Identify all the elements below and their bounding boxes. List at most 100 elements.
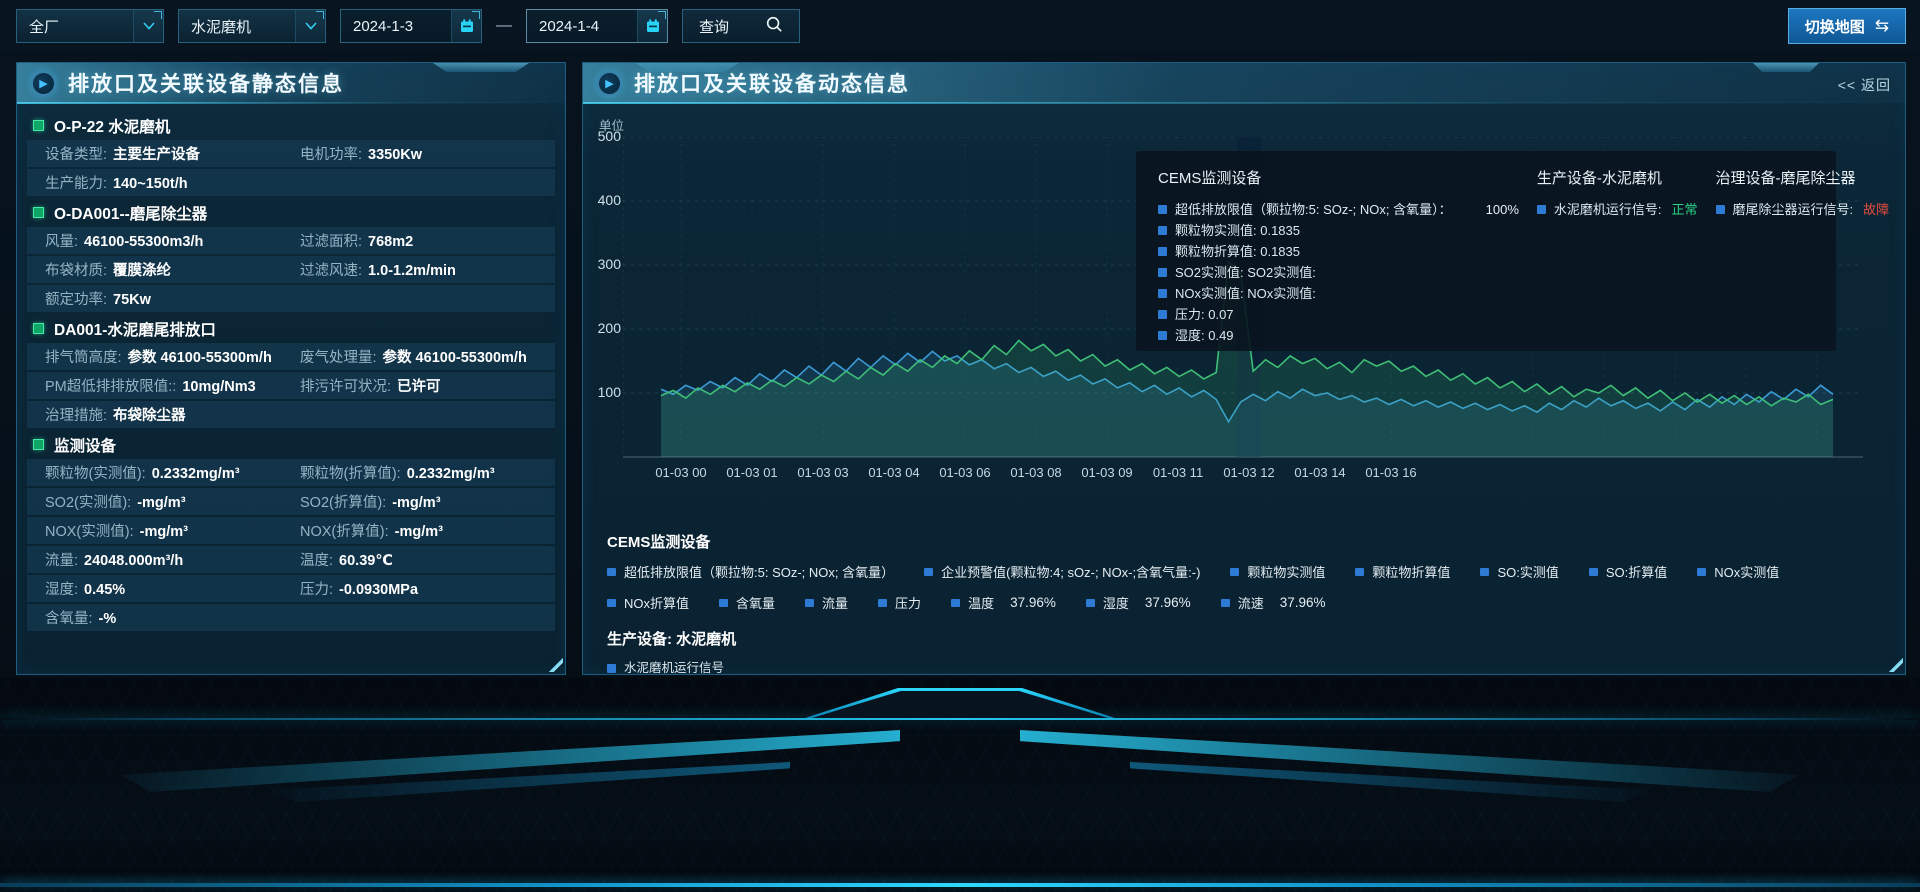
field-label: 排污许可状况: bbox=[300, 379, 392, 395]
legend-item-label: 压力 bbox=[895, 596, 922, 611]
section-header: DA001-水泥磨尾排放口 bbox=[27, 314, 555, 343]
info-cell: 湿度: 0.45% bbox=[45, 578, 300, 599]
field-value: -mg/m³ bbox=[139, 524, 188, 540]
x-tick-label: 01-03 09 bbox=[1081, 465, 1133, 480]
legend-item[interactable]: 含氧量 bbox=[719, 593, 775, 612]
legend-item[interactable]: 压力 bbox=[878, 593, 921, 612]
legend-marker-icon bbox=[1085, 598, 1095, 607]
green-square-icon bbox=[33, 120, 44, 131]
start-date-input[interactable]: 2024-1-3 bbox=[340, 9, 482, 43]
dynamic-panel-title: 排放口及关联设备动态信息 bbox=[634, 73, 910, 96]
legend-item-label: 流量 bbox=[822, 596, 849, 611]
y-axis-unit-label: 单位 bbox=[599, 119, 625, 133]
back-link[interactable]: << 返回 bbox=[1837, 77, 1891, 93]
info-row: NOX(实测值): -mg/m³ NOX(折算值): -mg/m³ bbox=[27, 517, 555, 544]
field-value: 0.2332mg/m³ bbox=[151, 466, 240, 482]
signal-item[interactable]: 水泥磨机运行信号 bbox=[607, 658, 1885, 679]
legend-item[interactable]: 流量 bbox=[805, 593, 848, 612]
legend-item-label: 温度 bbox=[968, 596, 995, 611]
query-button[interactable]: 查询 bbox=[682, 9, 800, 43]
plant-select-value: 全厂 bbox=[29, 18, 60, 36]
tooltip-column: 治理设备-磨尾除尘器 磨尾除尘器运行信号: 故障 bbox=[1715, 167, 1889, 341]
chevron-down-icon[interactable] bbox=[295, 10, 325, 42]
field-value: -mg/m³ bbox=[394, 524, 443, 540]
legend-item-value: 37.96% bbox=[1144, 595, 1191, 610]
legend-marker-icon bbox=[951, 598, 961, 607]
series-area-颗粒物实测值 bbox=[661, 351, 1833, 457]
legend-item[interactable]: 颗粒物实测值 bbox=[1230, 562, 1325, 581]
green-square-icon bbox=[33, 323, 44, 334]
legend-item-value: 37.96% bbox=[1279, 595, 1326, 610]
info-row: 颗粒物(实测值): 0.2332mg/m³ 颗粒物(折算值): 0.2332mg/m³ bbox=[27, 459, 555, 486]
legend-item[interactable]: 企业预警值(颗粒物:4; sOz-; NOx-;含氧气量:-) bbox=[924, 562, 1200, 581]
info-cell: 布袋材质: 覆膜涤纶 bbox=[45, 259, 300, 280]
plant-select[interactable]: 全厂 bbox=[16, 9, 164, 43]
info-cell: 治理措施: 布袋除尘器 bbox=[45, 404, 555, 425]
legend-item-label: NOx实测值 bbox=[1714, 565, 1780, 580]
y-tick-label: 300 bbox=[597, 256, 621, 272]
info-cell: 设备类型: 主要生产设备 bbox=[45, 143, 300, 164]
switch-map-label: 切换地图 bbox=[1804, 18, 1865, 36]
field-label: 湿度: bbox=[45, 582, 79, 598]
legend-item[interactable]: NOx实测值 bbox=[1697, 562, 1779, 581]
info-row: 排气筒高度: 参数 46100-55300m/h 废气处理量: 参数 46100-55… bbox=[27, 343, 555, 370]
calendar-icon[interactable] bbox=[451, 10, 481, 42]
legend-item[interactable]: 颗粒物折算值 bbox=[1355, 562, 1450, 581]
device-select[interactable]: 水泥磨机 bbox=[178, 9, 326, 43]
tooltip-item: 颗粒物实测值: 0.1835 bbox=[1158, 220, 1519, 241]
calendar-icon[interactable] bbox=[637, 10, 667, 42]
tooltip-item-text: 磨尾除尘器运行信号: bbox=[1732, 202, 1854, 217]
topbar: 全厂 水泥磨机 2024-1-3 — 2024-1-4 查询 bbox=[0, 0, 1920, 52]
info-cell: 风量: 46100-55300m3/h bbox=[45, 230, 300, 251]
tooltip-column: CEMS监测设备 超低排放限值（颗拉物:5: SOz-; NOx; 含氧量）： 10… bbox=[1158, 167, 1519, 343]
info-cell: 过滤风速: 1.0-1.2m/min bbox=[300, 259, 555, 280]
end-date-input[interactable]: 2024-1-4 bbox=[526, 9, 668, 43]
legend-marker-icon bbox=[1158, 268, 1167, 277]
legend-item[interactable]: 超低排放限值（颗拉物:5: SOz-; NOx; 含氧量） bbox=[607, 562, 894, 581]
field-value: 140~150t/h bbox=[113, 176, 188, 192]
tooltip-item: 颗粒物折算值: 0.1835 bbox=[1158, 241, 1519, 262]
tooltip-item: 磨尾除尘器运行信号: 故障 bbox=[1715, 199, 1889, 220]
field-value: 参数 46100-55300m/h bbox=[382, 350, 527, 366]
field-label: NOX(折算值): bbox=[300, 524, 389, 540]
legend-marker-icon bbox=[924, 567, 934, 576]
info-cell: 排污许可状况: 已许可 bbox=[300, 375, 555, 396]
info-cell: 温度: 60.39℃ bbox=[300, 549, 555, 570]
tooltip-item-value: 100% bbox=[1485, 202, 1519, 217]
info-cell: 颗粒物(实测值): 0.2332mg/m³ bbox=[45, 462, 300, 483]
legend-item-label: NOx折算值 bbox=[624, 596, 690, 611]
field-label: 治理措施: bbox=[45, 408, 108, 424]
section-title: O-DA001--磨尾除尘器 bbox=[54, 205, 208, 223]
legend-item[interactable]: SO:折算值 bbox=[1588, 562, 1668, 581]
section-header: 监测设备 bbox=[27, 430, 555, 459]
legend-item-label: 企业预警值(颗粒物:4; sOz-; NOx-;含氧气量:-) bbox=[941, 565, 1201, 580]
legend-item-label: SO:折算值 bbox=[1605, 565, 1668, 580]
field-label: 额定功率: bbox=[45, 292, 108, 308]
switch-arrows-icon: ⇆ bbox=[1874, 16, 1889, 35]
legend-item[interactable]: 湿度 37.96% bbox=[1085, 593, 1191, 612]
field-label: 流量: bbox=[45, 553, 79, 569]
chevron-down-icon[interactable] bbox=[133, 10, 163, 42]
info-cell: SO2(折算值): -mg/m³ bbox=[300, 491, 555, 512]
legend-item[interactable]: 温度 37.96% bbox=[951, 593, 1056, 612]
legend-marker-icon bbox=[607, 598, 616, 607]
info-row: 布袋材质: 覆膜涤纶 过滤风速: 1.0-1.2m/min bbox=[27, 256, 555, 283]
legend-item[interactable]: SO:实测值 bbox=[1480, 562, 1559, 581]
series-area-颗粒物折算值 bbox=[661, 261, 1833, 457]
legend-item[interactable]: 流速 37.96% bbox=[1220, 593, 1326, 612]
legend-item[interactable]: NOx折算值 bbox=[607, 593, 689, 612]
tooltip-item: 超低排放限值（颗拉物:5: SOz-; NOx; 含氧量）： 100% bbox=[1158, 199, 1519, 220]
field-value: 3350Kw bbox=[368, 147, 423, 163]
info-cell: NOX(折算值): -mg/m³ bbox=[300, 520, 555, 541]
green-square-icon bbox=[33, 439, 44, 450]
field-label: 设备类型: bbox=[45, 147, 108, 163]
field-label: 风量: bbox=[45, 234, 79, 250]
tooltip-item-text: 颗粒物实测值: 0.1835 bbox=[1175, 223, 1300, 238]
field-label: 温度: bbox=[300, 553, 334, 569]
switch-map-button[interactable]: 切换地图 ⇆ bbox=[1787, 8, 1906, 44]
field-value: 已许可 bbox=[397, 379, 441, 395]
static-panel-header: ▶ 排放口及关联设备静态信息 bbox=[17, 63, 565, 104]
legend-item-label: SO:实测值 bbox=[1497, 565, 1559, 580]
legend-marker-icon bbox=[1715, 205, 1725, 214]
